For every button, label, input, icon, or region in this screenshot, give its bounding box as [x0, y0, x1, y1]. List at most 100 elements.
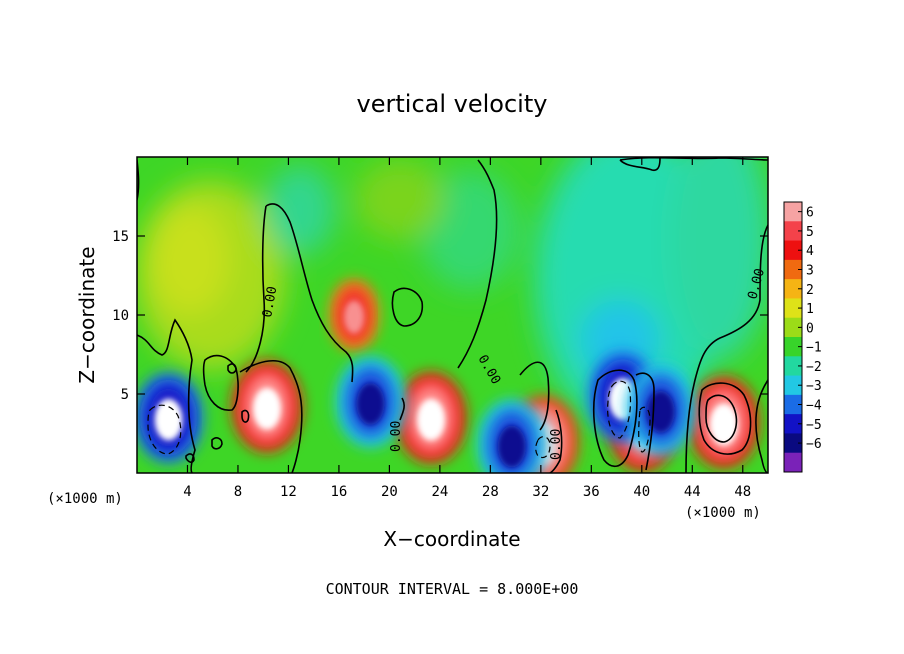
updraft-cell — [231, 361, 302, 453]
colorbar-swatch — [784, 202, 802, 222]
negative-contour-line — [638, 406, 651, 453]
colorbar-swatch — [784, 375, 802, 396]
colorbar-swatch — [784, 221, 802, 242]
colorbar-swatch — [784, 414, 802, 434]
contour-interval-note: CONTOUR INTERVAL = 8.000E+00 — [326, 580, 579, 598]
zero-contour-line — [619, 157, 661, 172]
contour-label: 0.00 — [260, 285, 280, 318]
x-axis-label: X−coordinate — [383, 527, 520, 551]
cell-core — [252, 387, 281, 430]
colorbar-tick-label: −3 — [806, 379, 822, 394]
colorbar-swatch — [784, 394, 802, 415]
x-tick-label: 48 — [734, 484, 751, 500]
weak-downdraft-region — [265, 165, 335, 255]
colorbar-tick-label: −6 — [806, 437, 822, 452]
colorbar-swatch — [784, 279, 802, 299]
x-tick-label: 40 — [633, 484, 650, 500]
x-tick-label: 4 — [183, 484, 191, 500]
colorbar-swatch — [784, 317, 802, 338]
x-tick-label: 16 — [330, 484, 347, 500]
y-tick-label: 10 — [112, 308, 129, 324]
y-tick-label: 5 — [121, 387, 129, 403]
zero-contour-line — [399, 397, 405, 421]
colorbar-swatch — [784, 452, 802, 473]
y-axis-ticks: 5 10 15 — [112, 229, 768, 403]
cell-core — [497, 425, 526, 468]
cell-core — [709, 403, 738, 446]
x-tick-label: 44 — [684, 484, 701, 500]
colorbar-tick-label: 4 — [806, 244, 814, 259]
colorbar-tick-label: −2 — [806, 360, 822, 375]
colorbar-swatch — [784, 259, 802, 280]
colorbar-tick-label: 6 — [806, 206, 814, 221]
zero-contour-line — [457, 159, 498, 369]
colorbar-tick-label: 5 — [806, 225, 814, 240]
weak-downdraft-region — [670, 157, 768, 360]
plot-area: 0.00 0.00 0.00 0.00 0.00 — [137, 157, 768, 473]
weak-updraft-region — [355, 160, 445, 240]
zero-contour-line — [265, 203, 354, 383]
colorbar-swatch — [784, 240, 802, 261]
convective-cells — [137, 279, 759, 473]
zero-contour-line — [619, 157, 768, 161]
colorbar-tick-label: 3 — [806, 264, 814, 279]
zero-contour-line — [185, 453, 195, 463]
y-tick-label: 15 — [112, 229, 129, 245]
y-axis-label: Z−coordinate — [75, 246, 99, 383]
negative-contours — [147, 380, 651, 459]
colorbar-swatch — [784, 433, 802, 454]
zero-contour-line — [239, 360, 303, 473]
x-tick-label: 24 — [431, 484, 448, 500]
downdraft-cell — [476, 398, 547, 473]
cell-core — [417, 398, 446, 441]
zero-contour-line — [519, 361, 550, 431]
colorbar-tick-label: −1 — [806, 341, 822, 356]
colorbar: 6 5 4 3 2 1 0 −1 −2 −3 −4 −5 −6 — [783, 201, 822, 473]
zero-contour-line — [241, 409, 250, 423]
weak-updraft-region — [150, 205, 230, 315]
zero-contour-line — [685, 224, 768, 473]
colorbar-tick-label: −4 — [806, 399, 822, 414]
updraft-cell — [329, 279, 380, 351]
updraft-cell — [396, 372, 467, 464]
zero-contour-line — [549, 409, 563, 473]
x-tick-label: 28 — [482, 484, 499, 500]
colorbar-tick-label: 2 — [806, 283, 814, 298]
colorbar-swatch — [784, 298, 802, 319]
x-unit-right: (×1000 m) — [685, 505, 761, 521]
chart-title: vertical velocity — [357, 90, 548, 118]
zero-contour-line — [227, 363, 237, 374]
zero-contour-line — [245, 205, 267, 373]
zero-contour-line — [592, 369, 638, 468]
x-tick-label: 12 — [280, 484, 297, 500]
cell-core — [356, 383, 385, 425]
cell-core — [154, 398, 183, 441]
x-tick-label: 32 — [532, 484, 549, 500]
zero-contour-line — [202, 354, 239, 411]
zero-contour-line — [698, 382, 752, 455]
cell-core — [646, 390, 675, 433]
contour-label: 0.00 — [389, 421, 404, 452]
colorbar-tick-label: 1 — [806, 302, 814, 317]
downdraft-cell — [137, 372, 204, 464]
colorbar-swatch — [784, 337, 802, 357]
colorbar-swatch — [784, 356, 802, 377]
zero-contour-line — [705, 394, 738, 443]
colorbar-frame — [783, 201, 803, 473]
cell-core — [344, 300, 365, 334]
negative-contour-line — [147, 404, 182, 455]
zero-contour-line — [635, 372, 655, 471]
x-axis-ticks: 4 8 12 16 20 24 28 32 36 40 44 48 — [183, 157, 751, 500]
updraft-cell — [688, 376, 759, 469]
colorbar-tick-label: −5 — [806, 418, 822, 433]
colorbar-tick-label: 0 — [806, 321, 814, 336]
zero-contour-line — [137, 318, 196, 473]
x-tick-label: 8 — [234, 484, 242, 500]
negative-contour-line — [535, 436, 551, 459]
zero-contour-line — [211, 437, 223, 450]
contour-label: 0.00 — [549, 429, 564, 460]
x-unit-left: (×1000 m) — [47, 491, 123, 507]
x-tick-label: 36 — [583, 484, 600, 500]
zero-contours — [137, 157, 768, 473]
